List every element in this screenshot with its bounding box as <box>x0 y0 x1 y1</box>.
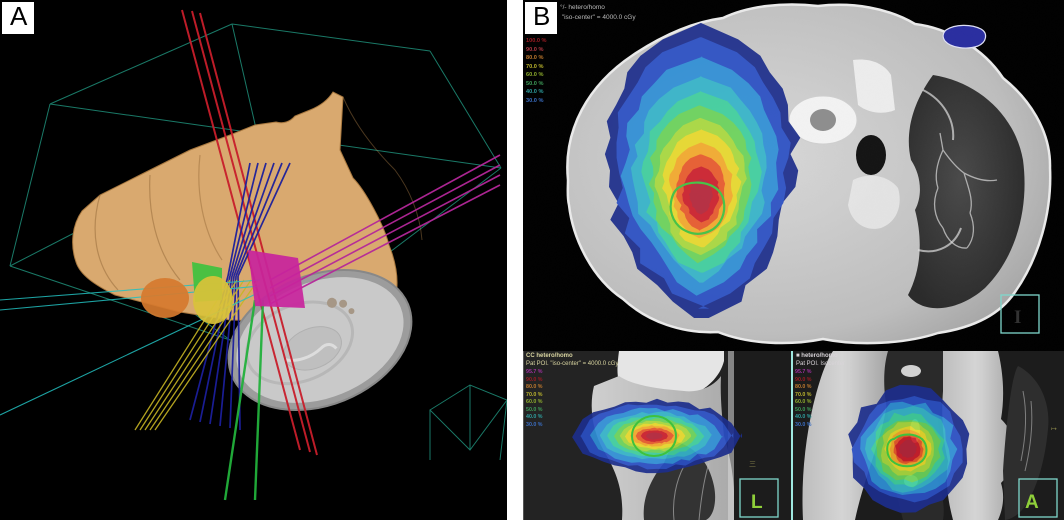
svg-text:A: A <box>1025 492 1039 513</box>
svg-text:三: 三 <box>749 460 756 468</box>
svg-text:↦: ↦ <box>1051 426 1057 433</box>
svg-text:L: L <box>751 492 763 513</box>
svg-text:I: I <box>1014 307 1021 328</box>
